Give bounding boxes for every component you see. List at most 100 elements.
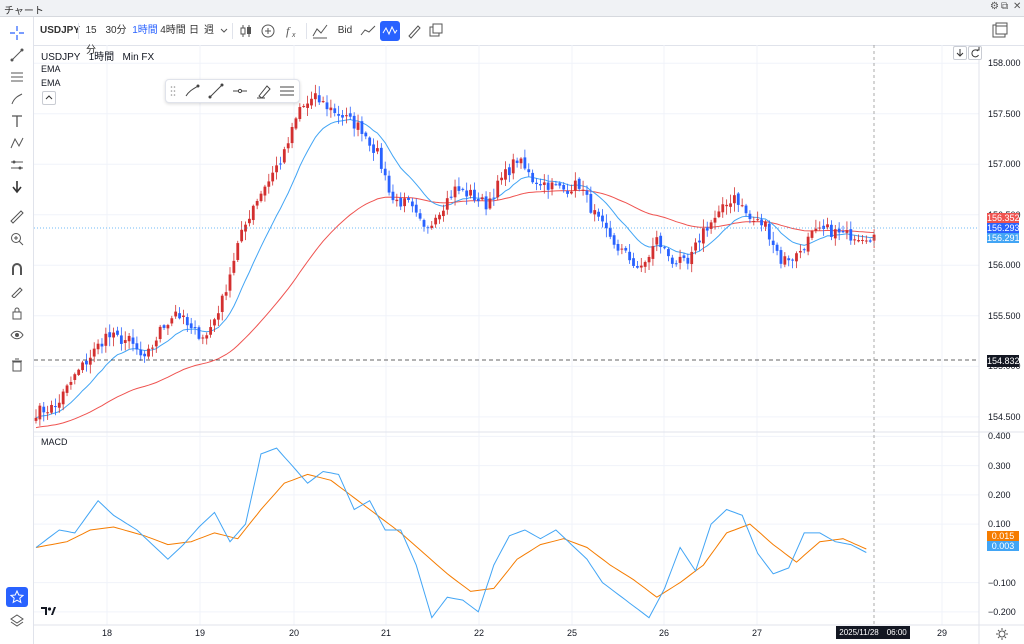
last-price-tag: 156.293	[987, 223, 1020, 233]
time-cursor-label: 2025/11/28 06:00	[836, 626, 910, 639]
candle	[306, 95, 309, 116]
price-type-bid[interactable]: Bid	[337, 25, 353, 36]
eye-icon[interactable]	[6, 325, 28, 345]
candle	[585, 185, 589, 203]
fib-icon[interactable]	[6, 67, 28, 87]
text-icon[interactable]	[6, 111, 28, 131]
candle	[581, 180, 585, 196]
arrow-down-icon[interactable]	[6, 177, 28, 197]
brush-icon[interactable]	[6, 89, 28, 109]
scroll-down-icon[interactable]	[953, 46, 967, 60]
favorites-star-icon[interactable]	[6, 587, 28, 607]
candle	[639, 258, 643, 273]
brush-tool-icon[interactable]	[183, 82, 201, 100]
candle	[337, 105, 341, 124]
layout-icon[interactable]	[989, 21, 1011, 41]
candle	[822, 219, 826, 236]
refresh-icon[interactable]	[968, 46, 982, 60]
candle	[108, 324, 112, 347]
candle	[248, 210, 251, 227]
candle	[469, 184, 472, 199]
candles-icon[interactable]	[236, 21, 256, 41]
candle	[360, 116, 364, 142]
candle	[453, 179, 457, 206]
candle	[837, 222, 841, 241]
legend-interval: 1時間	[88, 52, 115, 63]
crosshair-icon[interactable]	[6, 23, 28, 43]
duplicate-icon[interactable]	[426, 21, 446, 41]
magnet-icon[interactable]	[6, 259, 28, 279]
candle	[473, 182, 476, 203]
ruler-icon[interactable]	[6, 207, 28, 227]
interval-4h[interactable]: 4時間	[160, 25, 186, 36]
close-icon[interactable]: ✕	[1013, 1, 1022, 12]
chart-area[interactable]	[34, 45, 1024, 644]
interval-30m[interactable]: 30分	[105, 25, 127, 36]
interval-15m[interactable]: 15分	[85, 25, 97, 56]
trendline-icon[interactable]	[6, 45, 28, 65]
candle	[387, 170, 391, 196]
interval-1h[interactable]: 1時間	[132, 25, 158, 36]
candle	[135, 336, 139, 355]
interval-day[interactable]: 日	[189, 25, 199, 36]
candle	[88, 349, 92, 374]
candle	[542, 174, 546, 194]
lock-icon[interactable]	[6, 303, 28, 323]
candle	[154, 336, 158, 353]
trash-icon[interactable]	[6, 355, 28, 375]
fib-tool-icon[interactable]	[278, 82, 296, 100]
prediction-icon[interactable]	[6, 155, 28, 175]
settings-icon[interactable]: ⚙	[990, 1, 999, 12]
candle	[535, 178, 538, 191]
line-tool-icon[interactable]	[207, 82, 225, 100]
candle	[546, 174, 550, 199]
candle	[628, 244, 632, 264]
stay-in-drawing-icon[interactable]	[6, 281, 28, 301]
candle	[34, 409, 38, 424]
candle	[771, 231, 775, 254]
candle	[372, 138, 375, 161]
legend-ema-2[interactable]: EMA	[41, 78, 61, 88]
candle	[236, 240, 240, 262]
candle	[96, 339, 100, 355]
candle	[853, 235, 857, 245]
drawing-toolbar	[0, 17, 34, 644]
candle	[434, 214, 438, 228]
line-chart-icon[interactable]	[358, 21, 378, 41]
snapshot-icon[interactable]	[404, 21, 424, 41]
compare-icon[interactable]	[380, 21, 400, 41]
candle	[240, 221, 244, 243]
candle	[767, 220, 771, 246]
candle	[170, 315, 174, 327]
drag-handle-icon[interactable]	[170, 82, 176, 100]
candle	[616, 239, 620, 256]
chart-settings-icon[interactable]	[995, 627, 1009, 641]
symbol-search[interactable]: USDJPY	[40, 25, 81, 36]
highlighter-icon[interactable]	[255, 82, 273, 100]
collapse-legend-button[interactable]	[42, 91, 56, 105]
legend-ema-1[interactable]: EMA	[41, 64, 61, 74]
candle	[255, 198, 259, 210]
legend-macd[interactable]: MACD	[41, 437, 68, 447]
templates-icon[interactable]	[310, 21, 330, 41]
pattern-icon[interactable]	[6, 133, 28, 153]
chevron-down-icon[interactable]	[219, 21, 229, 41]
zoom-in-icon[interactable]	[6, 229, 28, 249]
horizontal-line-icon[interactable]	[231, 82, 249, 100]
candle	[740, 198, 744, 208]
add-compare-icon[interactable]	[258, 21, 278, 41]
chart-legend: USDJPY 1時間 Min FX	[41, 48, 154, 63]
tradingview-logo	[40, 604, 56, 618]
popout-icon[interactable]: ⧉	[1001, 1, 1009, 12]
candle	[193, 320, 197, 335]
candle	[484, 191, 488, 216]
interval-week[interactable]: 週	[204, 25, 214, 36]
candle	[77, 368, 81, 376]
candle	[655, 230, 659, 252]
candle	[379, 143, 383, 174]
candle	[376, 140, 379, 155]
layers-icon[interactable]	[6, 611, 28, 631]
candle	[290, 122, 294, 149]
